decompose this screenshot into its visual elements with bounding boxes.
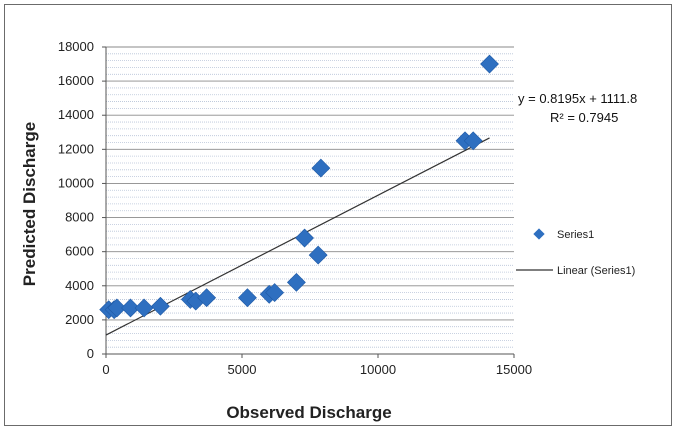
y-tick-label: 14000 xyxy=(58,107,94,122)
data-point xyxy=(308,245,328,265)
trendline-r2: R² = 0.7945 xyxy=(550,110,618,125)
data-point xyxy=(134,298,154,318)
legend: Series1 Linear (Series1) xyxy=(516,228,635,277)
legend-label-linear: Linear (Series1) xyxy=(557,265,635,277)
data-point xyxy=(311,158,331,178)
x-tick-label: 0 xyxy=(102,362,109,377)
y-tick-label: 0 xyxy=(87,346,94,361)
x-tick-label: 15000 xyxy=(496,362,532,377)
y-tick-label: 16000 xyxy=(58,73,94,88)
data-point xyxy=(286,272,306,292)
trendline-equation: y = 0.8195x + 1111.8 xyxy=(518,91,637,106)
y-tick-label: 12000 xyxy=(58,141,94,156)
y-tick-label: 8000 xyxy=(65,210,94,225)
x-axis-title: Observed Discharge xyxy=(226,403,391,422)
legend-label-series1: Series1 xyxy=(557,229,594,241)
data-point xyxy=(121,298,140,318)
data-point xyxy=(480,54,499,74)
y-tick-labels: 0 2000 4000 6000 8000 10000 12000 14000 16000 180… xyxy=(58,39,106,361)
y-tick-label: 10000 xyxy=(58,175,94,190)
x-tick-label: 10000 xyxy=(360,362,396,377)
data-point xyxy=(197,288,217,308)
y-tick-label: 18000 xyxy=(58,39,94,54)
y-axis-title: Predicted Discharge xyxy=(20,122,39,286)
data-point xyxy=(265,283,285,303)
legend-marker-series1 xyxy=(533,228,545,240)
data-point xyxy=(295,228,314,248)
data-point xyxy=(107,298,127,318)
data-points xyxy=(99,54,499,320)
y-tick-label: 4000 xyxy=(65,278,94,293)
y-tick-label: 2000 xyxy=(65,312,94,327)
x-tick-labels: 0 5000 10000 15000 xyxy=(102,354,532,377)
y-tick-label: 6000 xyxy=(65,244,94,259)
data-point xyxy=(238,288,257,308)
grid xyxy=(106,46,514,355)
data-point xyxy=(150,296,170,316)
data-point xyxy=(463,131,483,151)
x-tick-label: 5000 xyxy=(228,362,257,377)
